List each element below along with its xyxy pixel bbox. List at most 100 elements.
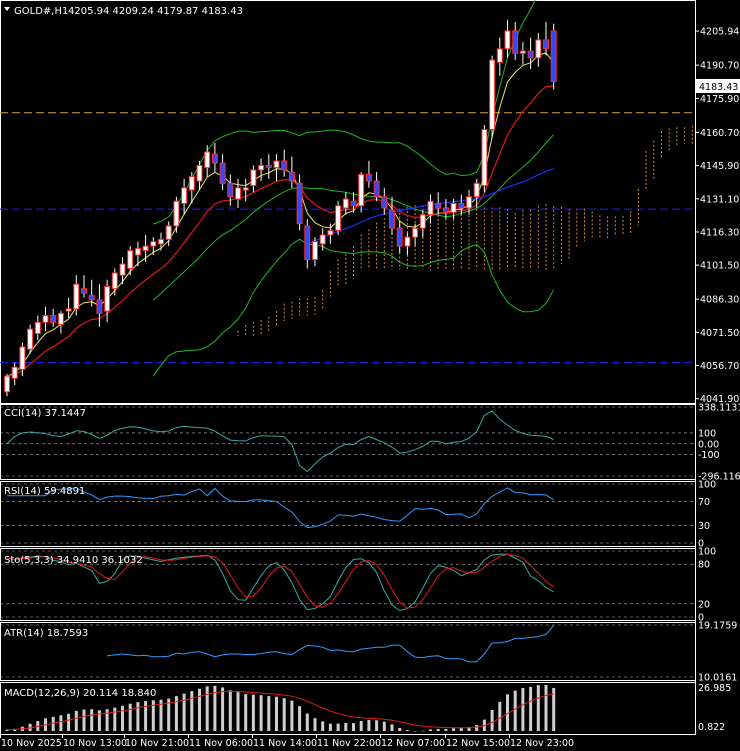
bollinger-lower — [152, 238, 555, 377]
candle — [127, 246, 134, 276]
candle-body — [57, 312, 64, 326]
macd-bar — [244, 694, 248, 731]
macd-bar — [498, 701, 502, 731]
candle-body — [543, 39, 549, 50]
candle-body — [512, 30, 519, 54]
macd-bar — [444, 728, 448, 731]
macd-title: MACD(12,26,9) 20.114 18.840 — [4, 688, 156, 699]
stoch-title: Sto(5,3,3) 34.9410 36.1032 — [4, 555, 143, 566]
candle-body — [504, 30, 511, 50]
macd-bar — [167, 698, 171, 731]
candle — [288, 156, 295, 188]
candle — [242, 178, 249, 202]
macd-bar — [336, 723, 340, 731]
candle-body — [466, 196, 472, 209]
macd-bar — [97, 710, 101, 731]
candle — [381, 187, 388, 215]
candle-body — [381, 196, 388, 209]
macd-bar — [429, 729, 432, 731]
candle — [165, 221, 172, 247]
candle-body — [227, 182, 234, 198]
macd-bar — [36, 720, 40, 731]
candle — [158, 232, 164, 251]
cci-title: CCI(14) 37.1447 — [4, 408, 86, 419]
candle-body — [142, 245, 149, 252]
macd-bar — [375, 720, 379, 731]
candle-body — [404, 236, 411, 247]
time-tick-label: 11 Nov 22:00 — [317, 738, 381, 749]
candle — [512, 21, 519, 61]
candle-body — [273, 160, 280, 169]
atr-window-level-label: 10.0161 — [698, 673, 737, 684]
macd-bar — [74, 710, 78, 731]
macd-bar — [382, 721, 386, 731]
time-tick-label: 11 Nov 06:00 — [189, 738, 253, 749]
macd-bar — [51, 716, 55, 731]
macd-bar — [467, 726, 471, 731]
macd-bar — [305, 713, 309, 731]
rsi-header: RSI(14) 59.4891 — [4, 486, 85, 497]
macd-bar — [90, 709, 94, 731]
atr-window-line-0 — [107, 625, 555, 663]
macd-bar — [405, 730, 409, 731]
candle-body — [304, 225, 311, 261]
macd-bar — [13, 728, 17, 731]
candle — [50, 308, 57, 327]
candle-body — [389, 209, 395, 229]
candle-body — [11, 366, 18, 379]
candle-body — [127, 250, 134, 270]
current-price-label: 4183.43 — [699, 82, 738, 93]
price-tick-label: 4041.90 — [700, 394, 739, 405]
candle — [227, 174, 234, 206]
cci-window-level-label: 338.1131 — [698, 403, 740, 414]
candle — [4, 373, 10, 397]
candle-body — [134, 247, 141, 256]
candle-body — [335, 205, 342, 231]
macd-bar — [359, 720, 363, 731]
price-overlays — [6, 0, 555, 377]
candle-body — [489, 59, 496, 131]
candle-body — [181, 187, 188, 205]
candle-body — [496, 48, 503, 63]
candle-body — [4, 375, 10, 393]
chart-header: GOLD#,H1 4205.94 4209.24 4179.87 4183.43 — [4, 6, 243, 17]
time-tick-label: 12 Nov 15:00 — [446, 738, 510, 749]
macd-signal-line — [6, 690, 554, 731]
macd-bar — [136, 702, 140, 731]
candle — [42, 306, 49, 332]
candle — [11, 362, 18, 386]
macd-bar — [506, 694, 509, 731]
macd-level-label: 0.822 — [698, 722, 725, 733]
candle — [188, 172, 195, 204]
price-tick-label: 4175.90 — [700, 94, 739, 105]
macd-bar — [121, 705, 124, 731]
candle-body — [111, 272, 118, 290]
macd-bar — [298, 706, 302, 731]
candle — [273, 154, 280, 182]
candle — [535, 33, 542, 67]
candle — [104, 279, 111, 323]
macd-bar — [352, 723, 355, 731]
candle — [335, 201, 342, 235]
candle — [550, 23, 557, 90]
candle — [65, 297, 72, 318]
candle — [450, 199, 457, 220]
candle-body — [327, 229, 334, 236]
rsi-window-level-label: 0 — [698, 539, 704, 550]
time-tick-label: 11 Nov 14:00 — [253, 738, 317, 749]
candle-body — [34, 321, 41, 335]
stoch-window-line-0 — [6, 553, 554, 612]
price-tick-label: 4190.70 — [700, 61, 739, 72]
menu-triangle-icon[interactable] — [4, 7, 10, 11]
candle-body — [365, 173, 372, 182]
macd-bar — [544, 685, 548, 731]
candle — [442, 199, 449, 220]
candle — [204, 145, 211, 177]
rsi-title: RSI(14) 59.4891 — [4, 486, 85, 497]
candle-body — [219, 162, 226, 184]
time-tick-label: 12 Nov 23:00 — [510, 738, 574, 749]
candle — [119, 257, 126, 285]
candle-body — [81, 288, 87, 294]
macd-bar — [151, 700, 155, 731]
